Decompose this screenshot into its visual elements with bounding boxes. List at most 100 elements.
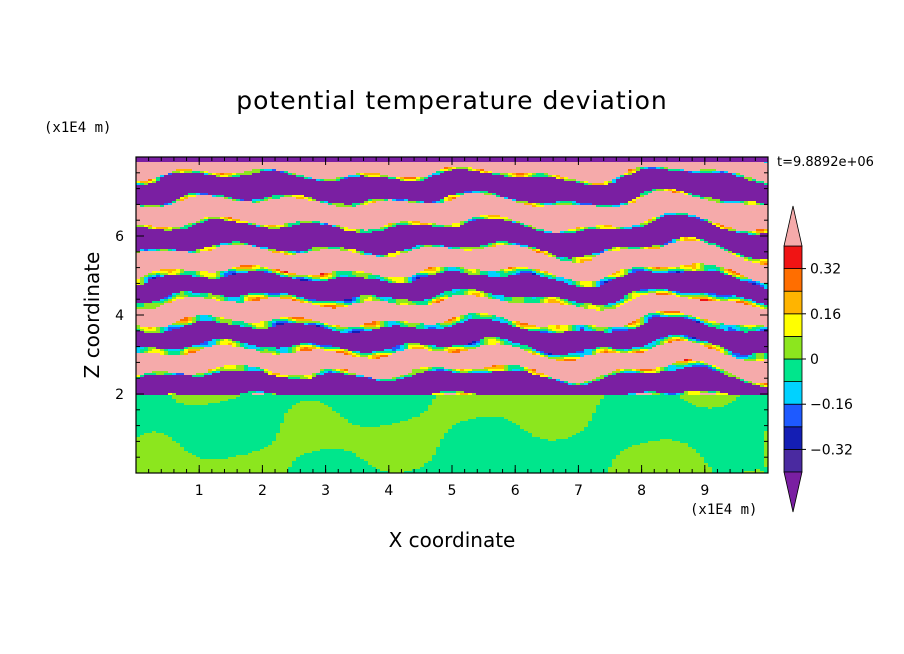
- heatmap-cell: [700, 319, 705, 322]
- heatmap-cell: [668, 289, 768, 292]
- heatmap-cell: [268, 373, 273, 376]
- heatmap-cell: [140, 205, 145, 208]
- heatmap-cell: [136, 291, 181, 294]
- heatmap-cell: [660, 343, 665, 346]
- heatmap-cell: [452, 369, 457, 372]
- heatmap-cell: [704, 269, 709, 272]
- heatmap-cell: [712, 469, 757, 472]
- heatmap-cell: [596, 305, 605, 308]
- heatmap-cell: [500, 317, 505, 320]
- colorbar-tick-label: −0.16: [810, 397, 853, 413]
- heatmap-cell: [744, 203, 749, 206]
- heatmap-cell: [576, 433, 765, 436]
- heatmap-cell: [396, 177, 401, 180]
- heatmap-cell: [600, 281, 605, 284]
- heatmap-cell: [584, 307, 589, 310]
- heatmap-cell: [136, 371, 153, 374]
- heatmap-cell: [732, 351, 768, 354]
- heatmap-cell: [636, 167, 641, 170]
- heatmap-cell: [628, 323, 633, 326]
- heatmap-cell: [152, 371, 169, 374]
- heatmap-cell: [556, 439, 661, 442]
- heatmap-cell: [184, 269, 229, 272]
- heatmap-cell: [160, 273, 169, 276]
- heatmap-cell: [716, 391, 721, 394]
- heatmap-cell: [608, 281, 749, 284]
- heatmap-cell: [700, 171, 713, 174]
- heatmap-cell: [492, 171, 629, 174]
- heatmap-cell: [264, 393, 273, 396]
- heatmap-cell: [356, 205, 533, 208]
- heatmap-cell: [592, 259, 745, 262]
- heatmap-cell: [200, 171, 205, 174]
- heatmap-cell: [724, 227, 733, 230]
- heatmap-cell: [164, 327, 169, 330]
- heatmap-cell: [668, 341, 673, 344]
- heatmap-cell: [440, 443, 641, 446]
- heatmap-cell: [384, 225, 389, 228]
- heatmap-cell: [520, 325, 537, 328]
- heatmap-cell: [388, 325, 393, 328]
- heatmap-cell: [544, 203, 553, 206]
- colorbar-segment: [783, 403, 803, 428]
- heatmap-cell: [140, 435, 169, 438]
- heatmap-cell: [136, 189, 653, 192]
- heatmap-cell: [436, 395, 605, 398]
- heatmap-cell: [544, 229, 569, 232]
- heatmap-cell: [196, 373, 205, 376]
- heatmap-cell: [688, 337, 693, 340]
- heatmap-cell: [344, 303, 353, 306]
- heatmap-cell: [256, 327, 269, 330]
- heatmap-cell: [408, 343, 421, 346]
- heatmap-cell: [296, 173, 357, 176]
- heatmap-cell: [680, 237, 685, 240]
- heatmap-cell: [668, 315, 689, 318]
- heatmap-cell: [176, 441, 273, 444]
- heatmap-cell: [504, 367, 509, 370]
- heatmap-cell: [420, 415, 593, 418]
- heatmap-cell: [360, 351, 373, 354]
- heatmap-cell: [472, 343, 477, 346]
- heatmap-cell: [304, 197, 309, 200]
- heatmap-cell: [280, 227, 341, 230]
- heatmap-cell: [284, 195, 293, 198]
- heatmap-cell: [140, 281, 145, 284]
- heatmap-cell: [236, 455, 301, 458]
- heatmap-cell: [228, 323, 233, 326]
- heatmap-cell: [620, 269, 625, 272]
- heatmap-cell: [560, 301, 565, 304]
- heatmap-cell: [312, 301, 337, 304]
- heatmap-cell: [136, 435, 141, 438]
- heatmap-cell: [724, 323, 768, 326]
- heatmap-cell: [460, 247, 485, 250]
- heatmap-cell: [400, 323, 405, 326]
- heatmap-cell: [508, 197, 637, 200]
- heatmap-cell: [724, 349, 729, 352]
- heatmap-cell: [480, 295, 485, 298]
- heatmap-cell: [512, 173, 517, 176]
- heatmap-cell: [468, 221, 513, 224]
- heatmap-cell: [468, 317, 473, 320]
- heatmap-cell: [260, 351, 277, 354]
- heatmap-cell: [328, 273, 333, 276]
- heatmap-cell: [548, 271, 617, 274]
- heatmap-cell: [148, 349, 153, 352]
- heatmap-cell: [560, 303, 565, 306]
- heatmap-cell: [136, 317, 185, 320]
- heatmap-cell: [440, 323, 453, 326]
- heatmap-cell: [136, 259, 561, 262]
- heatmap-cell: [392, 325, 401, 328]
- heatmap-cell: [284, 419, 349, 422]
- heatmap-cell: [136, 187, 768, 190]
- heatmap-cell: [724, 269, 729, 272]
- heatmap-cell: [648, 221, 653, 224]
- heatmap-cell: [608, 471, 713, 473]
- heatmap-cell: [752, 231, 757, 234]
- heatmap-cell: [692, 337, 697, 340]
- heatmap-cell: [460, 271, 465, 274]
- heatmap-cell: [432, 301, 437, 304]
- heatmap-cell: [404, 349, 429, 352]
- heatmap-cell: [388, 301, 397, 304]
- heatmap-cell: [280, 429, 449, 432]
- heatmap-cell: [448, 349, 457, 352]
